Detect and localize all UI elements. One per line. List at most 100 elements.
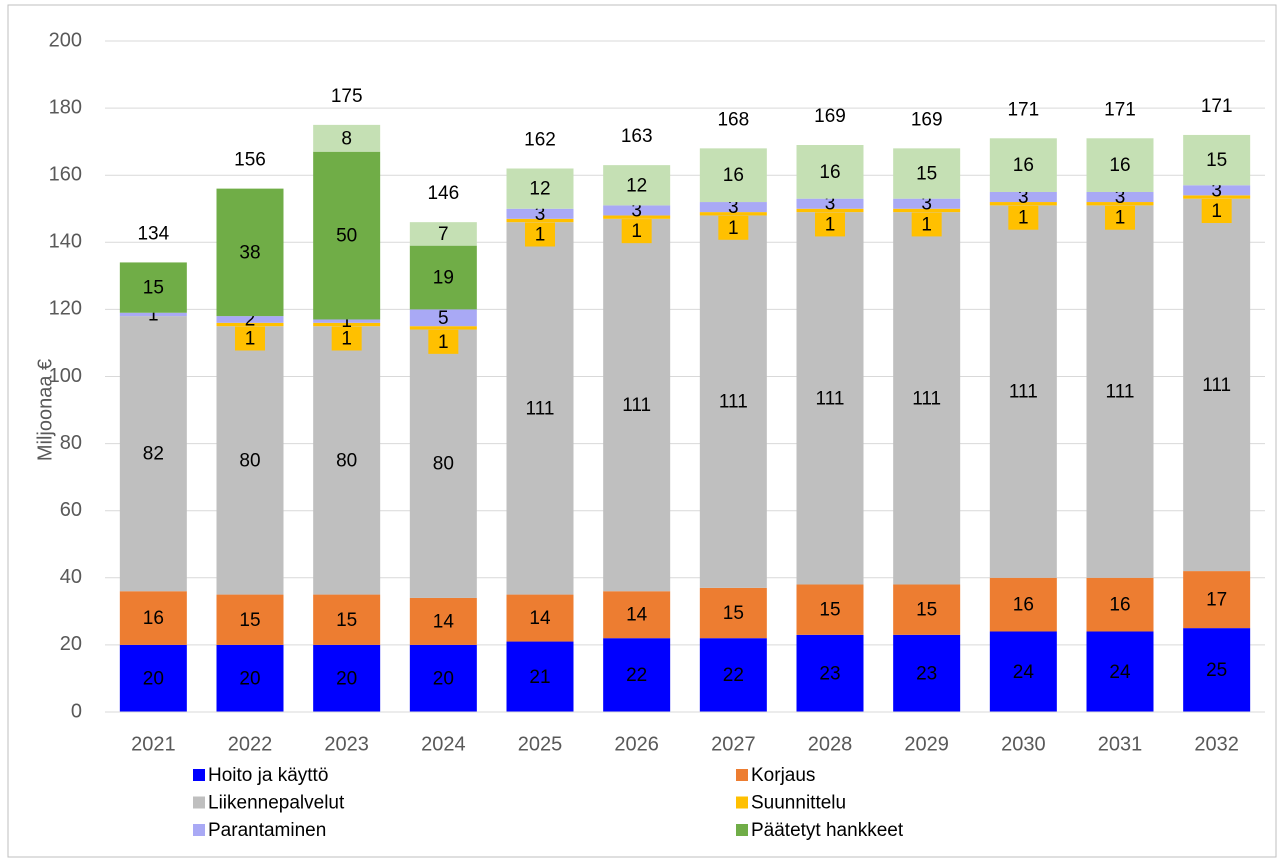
- bar-segment: [1086, 631, 1154, 712]
- bar-segment: [1183, 571, 1251, 629]
- bar-segment: [216, 316, 284, 323]
- legend-swatch: [736, 824, 748, 836]
- data-label: 15: [239, 610, 260, 631]
- bar-segment: [699, 638, 767, 712]
- bar-segment: [796, 145, 864, 199]
- data-label: 1: [921, 214, 932, 235]
- legend-swatch: [193, 796, 205, 809]
- data-label: 111: [1009, 382, 1038, 403]
- data-label: 1: [535, 225, 546, 246]
- bar-segment: [989, 631, 1057, 712]
- legend-label: Korjaus: [751, 765, 815, 786]
- bar-segment: [699, 215, 767, 588]
- data-label: 1: [245, 329, 256, 350]
- x-tick-label: 2030: [1001, 733, 1046, 755]
- label-box: [815, 212, 845, 237]
- bar-segment: [119, 312, 187, 317]
- bar-segment: [699, 202, 767, 213]
- data-label: 111: [622, 395, 651, 416]
- y-tick-label: 120: [49, 298, 82, 320]
- x-tick-label: 2021: [131, 733, 176, 755]
- x-tick-label: 2026: [614, 733, 659, 755]
- bar-segment: [313, 594, 381, 645]
- label-box: [718, 215, 749, 240]
- bar-segment: [1183, 185, 1251, 196]
- data-label: 1: [148, 304, 159, 325]
- data-label: 50: [336, 226, 357, 247]
- data-label: 111: [1202, 375, 1231, 396]
- data-label: 7: [438, 224, 449, 245]
- legend-label: Hoito ja käyttö: [208, 765, 328, 786]
- total-label: 175: [331, 86, 363, 107]
- data-label: 3: [1018, 187, 1029, 208]
- label-box: [1201, 199, 1232, 224]
- label-box: [235, 326, 265, 351]
- x-tick-label: 2022: [228, 733, 273, 755]
- y-tick-label: 140: [49, 231, 82, 253]
- data-label: 24: [1013, 662, 1035, 683]
- data-label: 15: [143, 278, 164, 299]
- x-tick-label: 2032: [1194, 733, 1239, 755]
- bar-segment: [1183, 198, 1251, 572]
- bar-segment: [409, 644, 477, 712]
- bar-segment: [1086, 205, 1154, 578]
- data-label: 1: [631, 221, 642, 242]
- bar-segment: [409, 309, 477, 327]
- data-label: 16: [1013, 595, 1034, 616]
- data-label: 1: [341, 311, 352, 332]
- bar-segment: [313, 319, 381, 323]
- data-label: 1: [728, 218, 739, 239]
- data-label: 1: [438, 332, 449, 353]
- data-label: 16: [723, 165, 744, 186]
- bar-segment: [119, 262, 187, 313]
- bar-segment: [1086, 191, 1154, 203]
- bar-segment: [796, 198, 864, 209]
- data-label: 15: [916, 600, 937, 621]
- bar-segment: [989, 191, 1057, 203]
- data-label: 111: [526, 398, 555, 419]
- y-tick-label: 20: [60, 633, 82, 655]
- bar-segment: [796, 208, 864, 213]
- data-label: 80: [239, 450, 260, 471]
- bar-segment: [313, 151, 381, 320]
- data-label: 15: [916, 164, 937, 185]
- data-label: 20: [239, 668, 260, 689]
- data-label: 3: [631, 200, 642, 221]
- bar-segment: [989, 205, 1057, 578]
- bar-segment: [893, 634, 961, 712]
- label-box: [1008, 205, 1039, 230]
- data-label: 15: [723, 603, 744, 624]
- legend-label: Suunnittelu: [751, 793, 846, 814]
- legend-swatch: [736, 796, 748, 809]
- data-label: 38: [239, 242, 260, 263]
- total-label: 163: [621, 126, 653, 147]
- total-label: 171: [1201, 96, 1233, 117]
- data-label: 16: [819, 162, 840, 183]
- data-label: 5: [438, 308, 449, 329]
- data-label: 12: [626, 175, 647, 196]
- bar-segment: [506, 208, 574, 219]
- bar-segment: [409, 597, 477, 645]
- legend-label: Parantaminen: [208, 820, 326, 841]
- data-label: 16: [1109, 155, 1130, 176]
- data-label: 20: [433, 668, 454, 689]
- data-label: 20: [143, 668, 164, 689]
- bar-segment: [699, 148, 767, 203]
- bar-segment: [603, 205, 671, 216]
- label-box: [911, 212, 942, 237]
- data-label: 111: [816, 388, 845, 409]
- x-tick-label: 2024: [421, 733, 466, 755]
- total-label: 134: [137, 223, 169, 244]
- bar-segment: [989, 577, 1057, 632]
- label-box: [525, 222, 555, 247]
- y-axis-label: Miljoonaa €: [34, 359, 56, 461]
- data-label: 3: [1115, 187, 1126, 208]
- bar-segment: [313, 644, 381, 712]
- bar-segment: [216, 188, 284, 317]
- bar-segment: [893, 198, 961, 209]
- bar-segment: [1086, 138, 1154, 192]
- data-label: 19: [433, 268, 454, 289]
- total-label: 169: [911, 109, 943, 130]
- data-label: 2: [245, 309, 256, 330]
- bar-segment: [1183, 195, 1251, 199]
